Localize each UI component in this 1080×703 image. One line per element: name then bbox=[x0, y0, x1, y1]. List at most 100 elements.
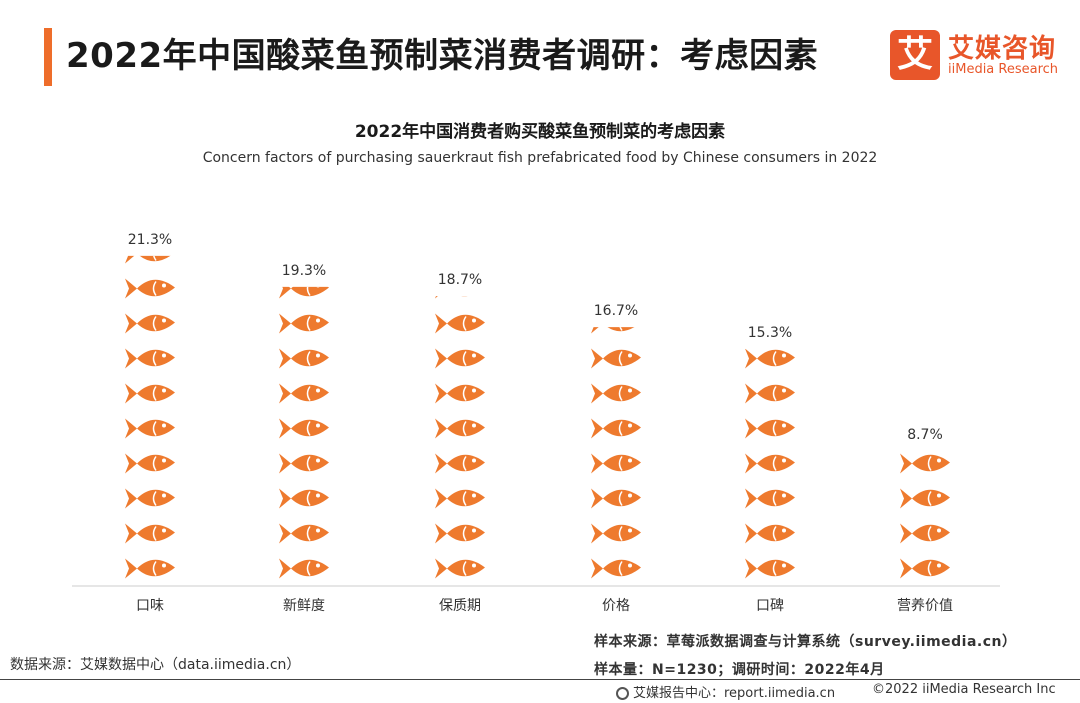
bar-价格 bbox=[591, 327, 641, 579]
fish-icon bbox=[279, 488, 329, 509]
fish-eye-icon bbox=[162, 353, 166, 358]
fish-eye-icon bbox=[316, 286, 320, 288]
value-label: 18.7% bbox=[438, 272, 482, 288]
fish-gill-icon bbox=[152, 386, 157, 401]
fish-icon bbox=[900, 558, 950, 579]
fish-eye-icon bbox=[316, 388, 320, 393]
fish-gill-icon bbox=[927, 561, 932, 576]
fish-gill-icon bbox=[306, 491, 311, 506]
report-center[interactable]: 艾媒报告中心：report.iimedia.cn bbox=[616, 682, 835, 701]
fish-gill-icon bbox=[772, 421, 777, 436]
fish-icon bbox=[279, 558, 329, 579]
fish-gill-icon bbox=[462, 456, 467, 471]
fish-gill-icon bbox=[618, 561, 623, 576]
fish-gill-icon bbox=[619, 327, 623, 331]
fish-gill-icon bbox=[306, 561, 311, 576]
fish-eye-icon bbox=[472, 493, 476, 498]
fish-gill-icon bbox=[462, 351, 467, 366]
fish-gill-icon bbox=[306, 286, 311, 296]
fish-gill-icon bbox=[927, 456, 932, 471]
category-label: 营养价值 bbox=[897, 598, 953, 614]
fish-icon bbox=[900, 523, 950, 544]
fish-gill-icon bbox=[152, 351, 157, 366]
fish-gill-icon bbox=[462, 491, 467, 506]
fish-gill-icon bbox=[152, 316, 157, 331]
fish-gill-icon bbox=[772, 386, 777, 401]
fish-gill-icon bbox=[618, 421, 623, 436]
fish-eye-icon bbox=[782, 388, 786, 393]
fish-icon bbox=[125, 313, 175, 334]
fish-gill-icon bbox=[462, 421, 467, 436]
fish-icon bbox=[900, 488, 950, 509]
fish-icon bbox=[591, 383, 641, 404]
fish-icon bbox=[435, 313, 485, 334]
fish-gill-icon bbox=[306, 421, 311, 436]
fish-eye-icon bbox=[316, 493, 320, 498]
bar-营养价值 bbox=[900, 453, 950, 579]
bar-新鲜度 bbox=[279, 286, 329, 579]
logo-english-name: iiMedia Research bbox=[948, 62, 1059, 77]
fish-icon bbox=[591, 348, 641, 369]
fish-gill-icon bbox=[152, 456, 157, 471]
category-label: 保质期 bbox=[439, 598, 481, 614]
logo-chinese-name: 艾媒咨询 bbox=[948, 34, 1057, 64]
fish-eye-icon bbox=[472, 353, 476, 358]
fish-eye-icon bbox=[316, 458, 320, 463]
fish-gill-icon bbox=[153, 255, 157, 261]
fish-icon bbox=[125, 255, 171, 264]
fish-eye-icon bbox=[628, 458, 632, 463]
fish-icon bbox=[745, 558, 795, 579]
fish-icon bbox=[125, 558, 175, 579]
fish-icon bbox=[279, 453, 329, 474]
title-accent-bar bbox=[44, 28, 52, 86]
bar-口碑 bbox=[745, 348, 795, 579]
fish-eye-icon bbox=[472, 528, 476, 533]
fish-gill-icon bbox=[618, 526, 623, 541]
fish-icon bbox=[279, 383, 329, 404]
fish-eye-icon bbox=[628, 423, 632, 428]
fish-gill-icon bbox=[772, 351, 777, 366]
fish-eye-icon bbox=[316, 423, 320, 428]
fish-icon bbox=[591, 418, 641, 439]
fish-icon bbox=[279, 286, 329, 299]
fish-gill-icon bbox=[306, 526, 311, 541]
footer-divider bbox=[0, 679, 1080, 680]
fish-icon bbox=[591, 327, 635, 334]
fish-icon bbox=[125, 453, 175, 474]
fish-icon bbox=[591, 453, 641, 474]
category-label: 新鲜度 bbox=[283, 598, 325, 614]
fish-gill-icon bbox=[152, 281, 157, 296]
fish-gill-icon bbox=[772, 526, 777, 541]
fish-eye-icon bbox=[628, 353, 632, 358]
fish-icon bbox=[125, 418, 175, 439]
fish-eye-icon bbox=[162, 563, 166, 568]
fish-eye-icon bbox=[316, 528, 320, 533]
fish-icon bbox=[591, 488, 641, 509]
iimedia-logo: 艾 艾媒咨询 iiMedia Research bbox=[890, 30, 1065, 82]
value-label: 21.3% bbox=[128, 232, 172, 248]
fish-eye-icon bbox=[628, 493, 632, 498]
fish-eye-icon bbox=[162, 249, 166, 253]
fish-icon bbox=[125, 488, 175, 509]
value-label: 16.7% bbox=[594, 303, 638, 319]
fish-gill-icon bbox=[306, 386, 311, 401]
fish-eye-icon bbox=[316, 353, 320, 358]
fish-icon bbox=[900, 453, 950, 474]
fish-eye-icon bbox=[937, 528, 941, 533]
fish-gill-icon bbox=[152, 491, 157, 506]
fish-eye-icon bbox=[937, 493, 941, 498]
page-title: 2022年中国酸菜鱼预制菜消费者调研：考虑因素 bbox=[66, 36, 819, 76]
category-label: 价格 bbox=[602, 598, 630, 614]
fish-icon bbox=[125, 348, 175, 369]
fish-gill-icon bbox=[618, 351, 623, 366]
fish-icon bbox=[745, 383, 795, 404]
fish-gill-icon bbox=[306, 456, 311, 471]
data-source: 数据来源：艾媒数据中心（data.iimedia.cn） bbox=[10, 657, 301, 673]
fish-gill-icon bbox=[462, 386, 467, 401]
fish-icon bbox=[745, 453, 795, 474]
fish-gill-icon bbox=[152, 421, 157, 436]
fish-gill-icon bbox=[618, 491, 623, 506]
fish-gill-icon bbox=[618, 386, 623, 401]
fish-eye-icon bbox=[472, 318, 476, 323]
fish-eye-icon bbox=[937, 458, 941, 463]
